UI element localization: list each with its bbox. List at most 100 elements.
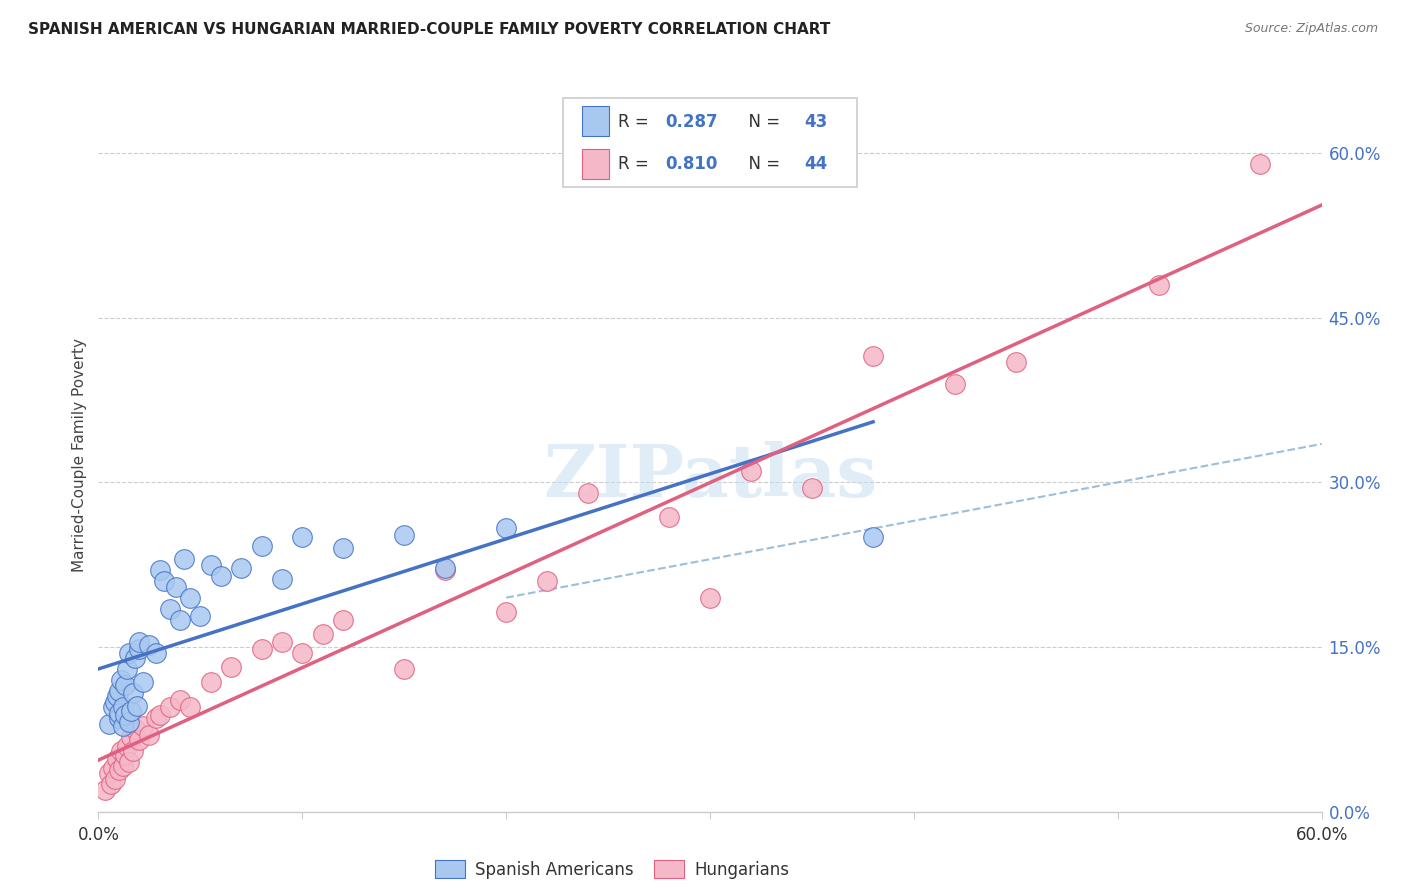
Text: 43: 43 xyxy=(804,112,828,130)
Point xyxy=(169,613,191,627)
Point xyxy=(124,723,146,737)
Point xyxy=(108,711,131,725)
Point xyxy=(179,700,201,714)
Point xyxy=(118,756,141,770)
Point xyxy=(699,591,721,605)
Point xyxy=(1249,157,1271,171)
FancyBboxPatch shape xyxy=(564,98,856,187)
Point xyxy=(434,563,457,577)
Text: 0.287: 0.287 xyxy=(665,112,717,130)
Point xyxy=(110,673,132,687)
Point xyxy=(145,646,167,660)
Point xyxy=(209,568,232,582)
Point xyxy=(138,638,160,652)
Point xyxy=(127,699,149,714)
Point xyxy=(291,530,314,544)
Point xyxy=(97,717,120,731)
Legend: Spanish Americans, Hungarians: Spanish Americans, Hungarians xyxy=(429,854,796,886)
Point xyxy=(115,662,138,676)
Point xyxy=(105,752,128,766)
Point xyxy=(104,772,127,786)
Point xyxy=(93,782,115,797)
Point xyxy=(862,349,884,363)
Point xyxy=(108,763,131,777)
Point xyxy=(110,744,132,758)
Point xyxy=(118,646,141,660)
Point xyxy=(120,704,142,718)
Point xyxy=(149,708,172,723)
Text: Source: ZipAtlas.com: Source: ZipAtlas.com xyxy=(1244,22,1378,36)
Text: 44: 44 xyxy=(804,155,828,173)
Point xyxy=(122,744,145,758)
Point xyxy=(801,481,824,495)
Point xyxy=(111,758,134,772)
Point xyxy=(132,719,155,733)
Point xyxy=(122,686,145,700)
Point xyxy=(111,700,134,714)
Point xyxy=(270,572,294,586)
Point xyxy=(231,561,253,575)
Point xyxy=(434,561,457,575)
Point xyxy=(200,558,222,572)
Point xyxy=(101,700,124,714)
Point xyxy=(124,651,146,665)
Point xyxy=(118,714,141,729)
Text: R =: R = xyxy=(619,112,654,130)
Point xyxy=(101,761,124,775)
Point xyxy=(943,376,966,391)
Text: N =: N = xyxy=(738,112,786,130)
Point xyxy=(104,695,127,709)
Point xyxy=(114,747,136,762)
Text: SPANISH AMERICAN VS HUNGARIAN MARRIED-COUPLE FAMILY POVERTY CORRELATION CHART: SPANISH AMERICAN VS HUNGARIAN MARRIED-CO… xyxy=(28,22,831,37)
Point xyxy=(200,675,222,690)
Point xyxy=(392,528,416,542)
Point xyxy=(159,700,181,714)
Text: N =: N = xyxy=(738,155,786,173)
Point xyxy=(495,605,517,619)
Point xyxy=(576,486,599,500)
Point xyxy=(120,730,142,744)
Text: ZIPatlas: ZIPatlas xyxy=(543,441,877,512)
Point xyxy=(536,574,558,589)
FancyBboxPatch shape xyxy=(582,149,609,178)
Point xyxy=(108,684,131,698)
Point xyxy=(219,660,242,674)
Point xyxy=(152,574,174,589)
Point xyxy=(97,766,120,780)
Point xyxy=(250,642,273,657)
Point xyxy=(100,777,122,791)
Point xyxy=(250,539,273,553)
Point xyxy=(159,601,181,615)
Point xyxy=(188,609,212,624)
Point xyxy=(128,642,150,657)
Point xyxy=(332,541,354,556)
Point xyxy=(332,613,354,627)
Point xyxy=(495,521,517,535)
Point xyxy=(105,690,128,704)
Point xyxy=(138,728,160,742)
Point xyxy=(658,510,681,524)
Point xyxy=(165,580,187,594)
Point xyxy=(128,634,150,648)
Point xyxy=(740,464,762,478)
Point xyxy=(862,530,884,544)
Text: R =: R = xyxy=(619,155,654,173)
Point xyxy=(173,552,195,566)
Y-axis label: Married-Couple Family Poverty: Married-Couple Family Poverty xyxy=(72,338,87,572)
Point xyxy=(145,711,167,725)
Point xyxy=(149,563,172,577)
Text: 0.810: 0.810 xyxy=(665,155,717,173)
Point xyxy=(108,706,131,720)
Point xyxy=(1004,354,1026,368)
Point xyxy=(128,733,150,747)
Point xyxy=(179,591,201,605)
Point xyxy=(114,678,136,692)
Point xyxy=(111,719,134,733)
Point xyxy=(392,662,416,676)
Point xyxy=(115,739,138,753)
FancyBboxPatch shape xyxy=(582,106,609,136)
Point xyxy=(1147,277,1170,292)
Point xyxy=(312,627,335,641)
Point xyxy=(169,692,191,706)
Point xyxy=(270,634,294,648)
